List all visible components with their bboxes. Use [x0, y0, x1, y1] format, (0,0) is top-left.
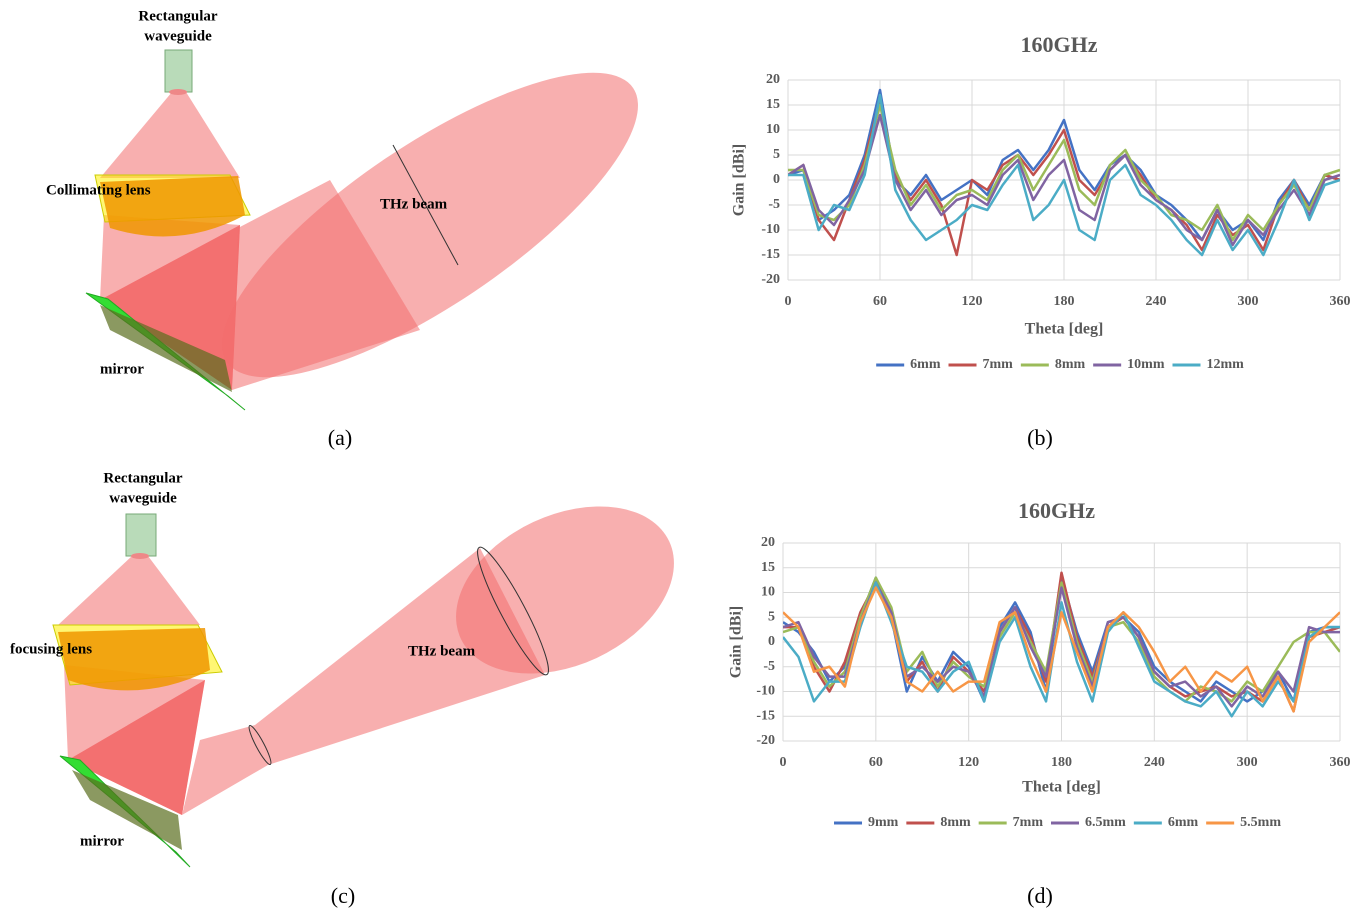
legend-label: 7mm — [983, 357, 1014, 372]
caption: (c) — [331, 883, 355, 908]
y-tick-label: -15 — [761, 247, 780, 262]
legend-label: 8mm — [1055, 357, 1086, 372]
x-tick-label: 300 — [1238, 294, 1259, 309]
x-tick-label: 240 — [1144, 755, 1165, 770]
x-tick-label: 60 — [869, 755, 883, 770]
waveguide-label: Rectangular — [138, 8, 217, 24]
y-tick-label: 0 — [768, 634, 775, 649]
x-tick-label: 0 — [780, 755, 787, 770]
legend-label: 9mm — [868, 815, 899, 830]
beam-cone — [100, 92, 240, 178]
y-tick-label: -5 — [768, 197, 780, 212]
y-tick-label: 10 — [761, 585, 775, 600]
mirror-label: mirror — [80, 833, 124, 849]
x-axis-label: Theta [deg] — [1022, 779, 1101, 796]
waveguide-label: waveguide — [109, 490, 177, 506]
lens-label: focusing lens — [10, 641, 92, 657]
y-tick-label: 5 — [768, 609, 775, 624]
legend-label: 6mm — [1168, 815, 1199, 830]
x-axis-label: Theta [deg] — [1025, 321, 1104, 338]
x-tick-label: 60 — [873, 294, 887, 309]
caption: (b) — [1027, 425, 1053, 450]
legend-label: 6.5mm — [1085, 815, 1126, 830]
y-tick-label: 15 — [761, 560, 775, 575]
diagram-a: Rectangular waveguide Collimating lens T… — [46, 8, 678, 428]
legend-label: 12mm — [1206, 357, 1244, 372]
y-tick-label: -20 — [761, 272, 780, 287]
x-tick-label: 240 — [1146, 294, 1167, 309]
chart-title: 160GHz — [1018, 498, 1095, 523]
diagram-c: Rectangular waveguide focusing lens THz … — [10, 470, 701, 867]
caption: (d) — [1027, 883, 1053, 908]
legend-label: 7mm — [1013, 815, 1044, 830]
caption: (a) — [328, 425, 352, 450]
waveguide — [165, 50, 192, 92]
x-tick-label: 120 — [958, 755, 979, 770]
y-tick-label: -15 — [756, 708, 775, 723]
beam-label: THz beam — [380, 196, 448, 212]
x-tick-label: 360 — [1330, 755, 1351, 770]
y-tick-label: 20 — [761, 535, 775, 550]
y-tick-label: -10 — [761, 222, 780, 237]
lens-label: Collimating lens — [46, 182, 151, 198]
waveguide-aperture — [131, 553, 149, 559]
x-tick-label: 180 — [1054, 294, 1075, 309]
y-tick-label: -5 — [763, 659, 775, 674]
y-tick-label: 0 — [773, 172, 780, 187]
waveguide-aperture — [169, 89, 187, 95]
chart-title: 160GHz — [1021, 32, 1098, 57]
legend-label: 8mm — [940, 815, 971, 830]
y-tick-label: 10 — [766, 122, 780, 137]
legend-label: 10mm — [1127, 357, 1165, 372]
waveguide-label: Rectangular — [103, 470, 182, 486]
mirror-label: mirror — [100, 361, 144, 377]
figure: Rectangular waveguide Collimating lens T… — [0, 0, 1368, 912]
beam-label: THz beam — [408, 643, 476, 659]
y-axis-label: Gain [dBi] — [728, 606, 745, 678]
legend-label: 6mm — [910, 357, 941, 372]
x-tick-label: 360 — [1330, 294, 1351, 309]
x-tick-label: 120 — [962, 294, 983, 309]
y-tick-label: 5 — [773, 147, 780, 162]
x-tick-label: 180 — [1051, 755, 1072, 770]
y-tick-label: 15 — [766, 97, 780, 112]
x-tick-label: 0 — [785, 294, 792, 309]
waveguide-label: waveguide — [144, 28, 212, 44]
y-axis-label: Gain [dBi] — [731, 144, 748, 216]
y-tick-label: -10 — [756, 684, 775, 699]
beam-cone — [58, 556, 200, 625]
waveguide — [126, 514, 156, 556]
y-tick-label: 20 — [766, 72, 780, 87]
legend-label: 5.5mm — [1240, 815, 1281, 830]
y-tick-label: -20 — [756, 733, 775, 748]
x-tick-label: 300 — [1237, 755, 1258, 770]
